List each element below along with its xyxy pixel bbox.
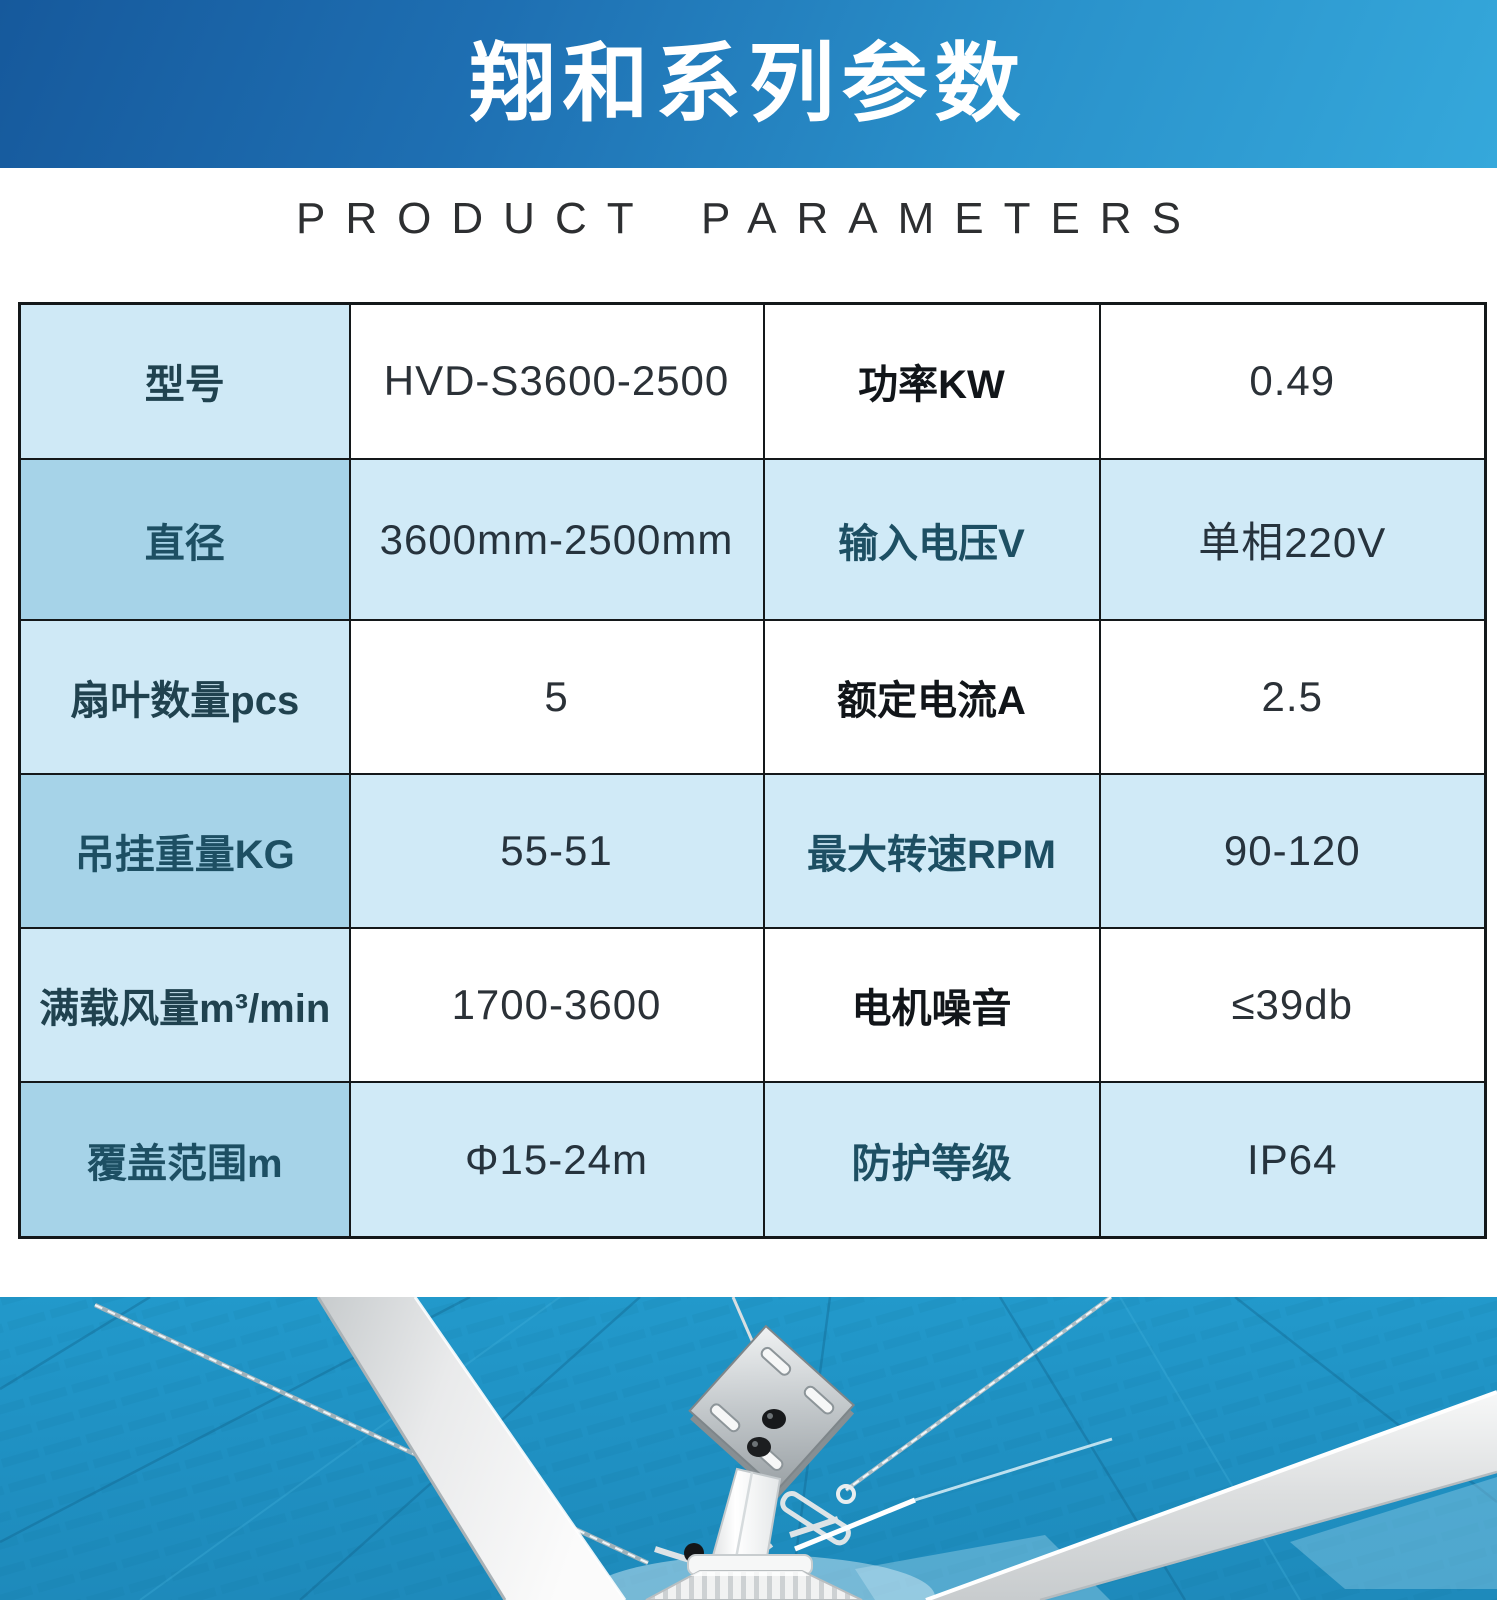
param-value-cell: Φ15-24m [348,1081,765,1239]
param-value-cell: 55-51 [348,773,765,930]
support-rod [794,1497,916,1552]
hvls-ceiling-fan-photo [0,1297,1497,1600]
table-row: 满载风量m³/min 1700-3600 电机噪音 ≤39db [18,927,1487,1084]
param-label-cell: 电机噪音 [762,927,1101,1084]
param-label-cell: 直径 [18,457,351,622]
header-banner: 翔和系列参数 [0,0,1497,168]
table-row: 型号 HVD-S3600-2500 功率KW 0.49 [18,302,1487,460]
param-value-cell: 2.5 [1098,619,1487,776]
parameters-table: 型号 HVD-S3600-2500 功率KW 0.49 直径 3600mm-25… [18,302,1487,1239]
param-value-cell: 0.49 [1098,302,1487,460]
fan-blade-left [316,1297,627,1600]
plate-slot [709,1403,741,1433]
param-label-cell: 覆盖范围m [18,1081,351,1239]
mounting-plate [688,1324,856,1499]
param-value-cell: 5 [348,619,765,776]
fan-blade-right [925,1390,1497,1600]
page-subtitle: PRODUCT PARAMETERS [296,194,1201,243]
param-value-cell: ≤39db [1098,927,1487,1084]
fan-motor-hub [645,1554,863,1600]
plate-slot [803,1385,835,1415]
param-value-cell: HVD-S3600-2500 [348,302,765,460]
param-label-cell: 吊挂重量KG [18,773,351,930]
table-row: 扇叶数量pcs 5 额定电流A 2.5 [18,619,1487,776]
param-label-cell: 型号 [18,302,351,460]
param-value-cell: 3600mm-2500mm [348,457,765,622]
cable-eye [836,1484,856,1504]
plate-slot [760,1346,792,1376]
param-label-cell: 功率KW [762,302,1101,460]
param-label-cell: 最大转速RPM [762,773,1101,930]
table-row: 覆盖范围m Φ15-24m 防护等级 IP64 [18,1081,1487,1239]
table-row: 直径 3600mm-2500mm 输入电压V 单相220V [18,457,1487,622]
param-value-cell: 1700-3600 [348,927,765,1084]
param-value-cell: IP64 [1098,1081,1487,1239]
param-value-cell: 单相220V [1098,457,1487,622]
param-label-cell: 额定电流A [762,619,1101,776]
param-label-cell: 输入电压V [762,457,1101,622]
ceiling-light-panel [1290,1477,1497,1589]
table-row: 吊挂重量KG 55-51 最大转速RPM 90-120 [18,773,1487,930]
fan-photo-illustration [0,1297,1497,1600]
param-label-cell: 满载风量m³/min [18,927,351,1084]
plate-bolt [762,1409,786,1429]
param-label-cell: 防护等级 [762,1081,1101,1239]
param-label-cell: 扇叶数量pcs [18,619,351,776]
param-value-cell: 90-120 [1098,773,1487,930]
plate-bolt [747,1437,771,1457]
page-title: 翔和系列参数 [469,36,1028,132]
